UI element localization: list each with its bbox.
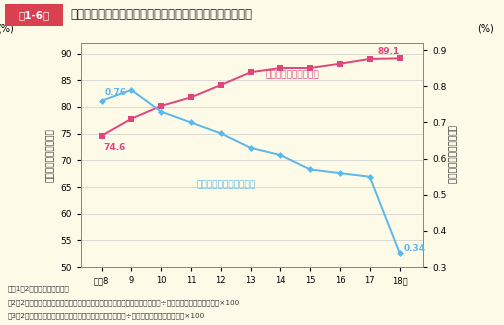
Text: シートベルト着用者率: シートベルト着用者率 <box>266 71 319 80</box>
Text: (%): (%) <box>0 24 14 34</box>
Text: 、3、2致死率（自動車乗車中）＝死者数（自動車乗車中）÷死倂者数（自動車乗車中）×100: 、3、2致死率（自動車乗車中）＝死者数（自動車乗車中）÷死倂者数（自動車乗車中）… <box>8 312 205 319</box>
Text: 、2、2シートベルト着用者率＝シートベルト着用死倂者数（自動車乗車中）÷死倂者数（自動車乗車中）×100: 、2、2シートベルト着用者率＝シートベルト着用死倂者数（自動車乗車中）÷死倂者数… <box>8 299 240 305</box>
Text: 74.6: 74.6 <box>103 143 125 152</box>
Y-axis label: シートベルト着用者率: シートベルト着用者率 <box>45 128 54 182</box>
Text: 致死率（自動車乗車中）: 致死率（自動車乗車中） <box>197 181 256 189</box>
Text: (%): (%) <box>477 24 493 34</box>
Text: 89.1: 89.1 <box>377 47 400 56</box>
Text: 注、1、2警察庁資料による。: 注、1、2警察庁資料による。 <box>8 286 70 292</box>
Text: 0.34: 0.34 <box>404 244 426 253</box>
Text: シートベルト着用者率及び致死率（自動車乗車中）の推移: シートベルト着用者率及び致死率（自動車乗車中）の推移 <box>71 8 253 21</box>
Text: 第1-6図: 第1-6図 <box>18 10 50 20</box>
Y-axis label: 致死率（自動車乗車中）: 致死率（自動車乗車中） <box>446 125 455 185</box>
Text: 0.76: 0.76 <box>104 88 127 97</box>
FancyBboxPatch shape <box>5 4 63 26</box>
